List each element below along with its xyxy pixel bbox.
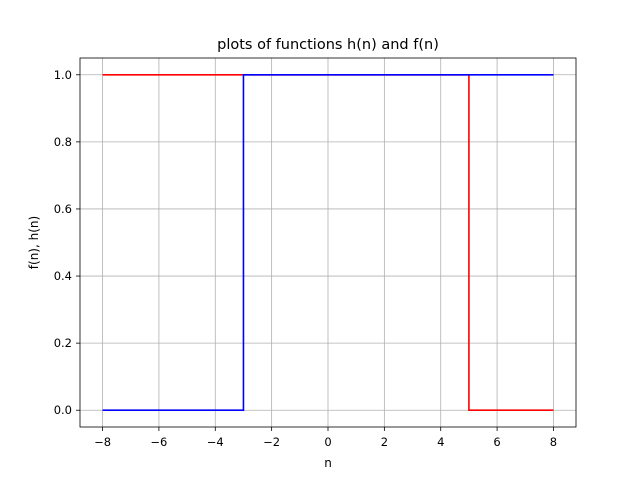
ticks: −8 −6 −4 −2 0 2 4 6 8 0.0 0.2 0.4 0.6 0.8 1.0: [54, 68, 557, 449]
x-tick-label: −4: [207, 435, 224, 449]
chart-title: plots of functions h(n) and f(n): [217, 37, 439, 53]
x-tick-label: 4: [437, 435, 444, 449]
series-line-blue: [102, 73, 554, 412]
y-tick-label: 0.0: [54, 403, 72, 417]
x-tick-label: 6: [493, 435, 500, 449]
y-tick-label: 0.6: [54, 202, 72, 216]
x-tick-label: 2: [381, 435, 388, 449]
y-tick-label: 0.8: [54, 135, 72, 149]
y-axis-label: f(n), h(n): [27, 216, 41, 269]
x-tick-label: −2: [263, 435, 280, 449]
x-tick-label: −8: [94, 435, 111, 449]
x-tick-label: −6: [150, 435, 167, 449]
y-tick-label: 0.4: [54, 269, 72, 283]
y-tick-label: 0.2: [54, 336, 72, 350]
x-axis-label: n: [324, 456, 332, 470]
series-lines: [102, 73, 554, 412]
y-tick-label: 1.0: [54, 68, 72, 82]
x-tick-label: 0: [324, 435, 331, 449]
grid-lines: [80, 58, 576, 427]
x-tick-label: 8: [550, 435, 557, 449]
